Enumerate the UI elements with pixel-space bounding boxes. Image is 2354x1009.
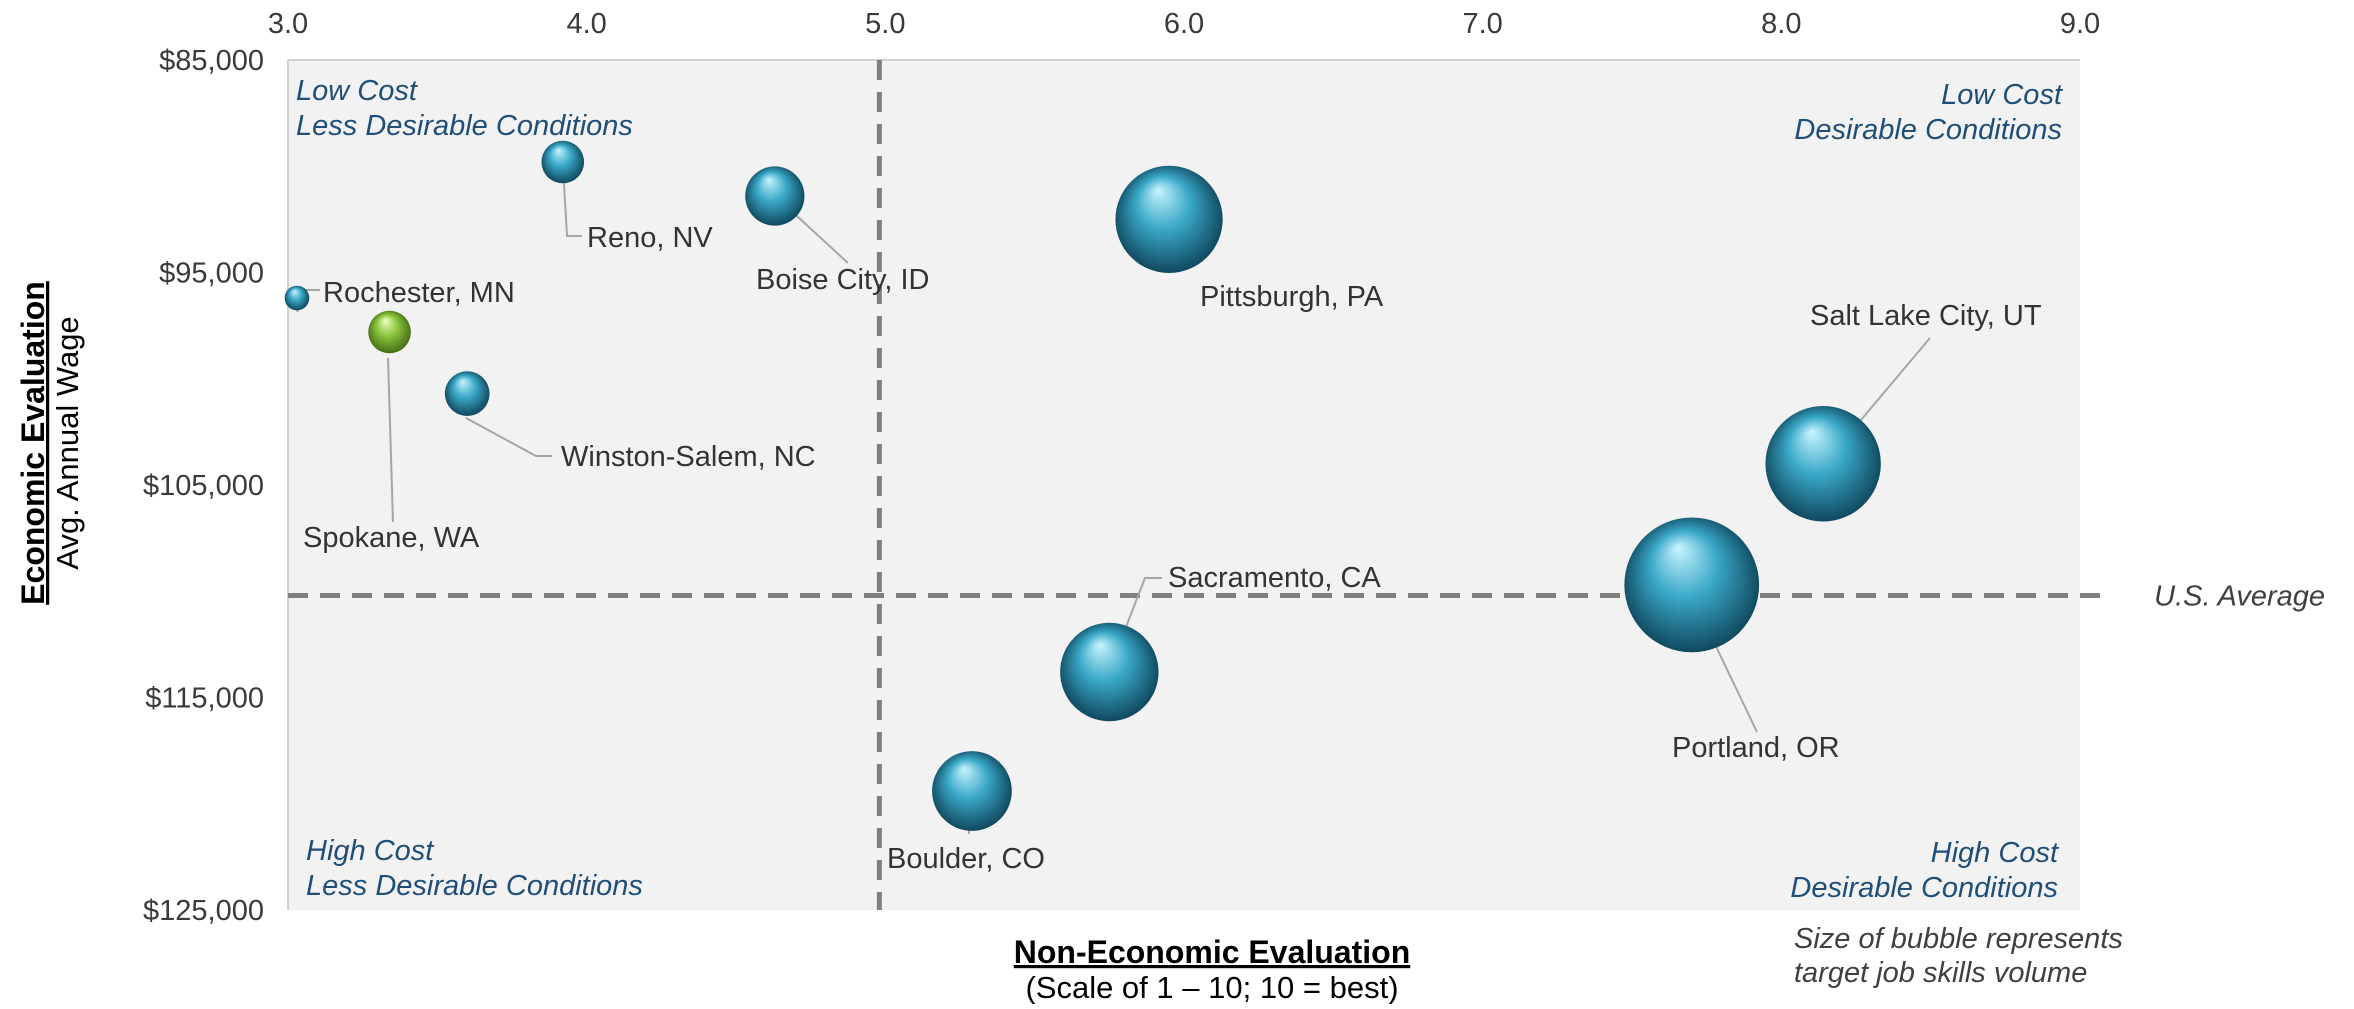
quadrant-label-bottom-left: Less Desirable Conditions [306,870,643,902]
bubble-winston-salem-nc [444,371,490,416]
y-tick-label: $85,000 [159,45,264,77]
y-tick-label: $105,000 [143,470,264,502]
y-tick-label: $95,000 [159,258,264,290]
bubble-label-rochester-mn: Rochester, MN [323,277,515,309]
bubble-salt-lake-city-ut [1765,406,1881,522]
y-tick-label: $125,000 [143,895,264,927]
x-tick-label: 5.0 [865,8,905,40]
bubble-rochester-mn [284,285,310,311]
bubble-sacramento-ca [1060,622,1159,722]
bubble-label-boulder-co: Boulder, CO [887,843,1045,875]
bubble-portland-or [1624,517,1760,653]
size-note-line-2: target job skills volume [1794,957,2087,989]
bubbles [284,140,1881,831]
bubble-label-spokane-wa: Spokane, WA [303,522,480,554]
bubble-reno-nv [541,140,585,184]
x-tick-label: 4.0 [567,8,607,40]
x-tick-label: 7.0 [1463,8,1503,40]
reference-lines: U.S. Average [287,59,2325,910]
bubble-label-pittsburgh-pa: Pittsburgh, PA [1200,281,1384,313]
bubble-label-sacramento-ca: Sacramento, CA [1168,562,1381,594]
x-tick-label: 6.0 [1164,8,1204,40]
bubble-label-reno-nv: Reno, NV [587,222,713,254]
y-axis-subtitle: Avg. Annual Wage [50,316,85,569]
quadrant-label-top-right: Desirable Conditions [1794,114,2062,146]
x-tick-label: 8.0 [1761,8,1801,40]
leader-line-spokane-wa [387,357,394,523]
bubble-boise-city-id [745,166,805,226]
quadrant-label-top-left: Less Desirable Conditions [296,110,633,142]
us-average-label: U.S. Average [2154,581,2325,613]
bubble-labels: Rochester, MN Spokane, WA Reno, NV Winston-… [303,222,2042,875]
x-axis-subtitle: (Scale of 1 – 10; 10 = best) [1025,970,1398,1004]
bubble-label-portland-or: Portland, OR [1672,732,1840,764]
x-tick-label: 9.0 [2060,8,2100,40]
bubble-spokane-wa [368,310,411,354]
y-tick-label: $115,000 [145,683,264,715]
quadrant-label-bottom-left: High Cost [306,835,435,867]
quadrant-label-top-right: Low Cost [1941,79,2064,111]
x-axis-ticks: 3.0 4.0 5.0 6.0 7.0 8.0 9.0 [268,8,2100,40]
bubble-label-salt-lake-city-ut: Salt Lake City, UT [1810,300,2042,332]
y-axis-title: Economic Evaluation [15,281,51,605]
y-axis-ticks: $85,000 $95,000 $105,000 $115,000 $125,000 [143,45,264,927]
size-note-line-1: Size of bubble represents [1794,923,2123,955]
quadrant-label-top-left: Low Cost [296,75,419,107]
quadrant-label-bottom-right: Desirable Conditions [1790,872,2058,904]
x-axis-title: Non-Economic Evaluation [1014,934,1410,970]
x-tick-label: 3.0 [268,8,308,40]
leader-line-winston-salem-nc [465,417,552,457]
leader-line-reno-nv [562,165,582,237]
bubble-pittsburgh-pa [1115,165,1223,273]
bubble-boulder-co [932,751,1012,831]
quadrant-label-bottom-right: High Cost [1931,837,2060,869]
bubble-label-boise-city-id: Boise City, ID [756,264,930,296]
bubble-label-winston-salem-nc: Winston-Salem, NC [561,441,816,473]
